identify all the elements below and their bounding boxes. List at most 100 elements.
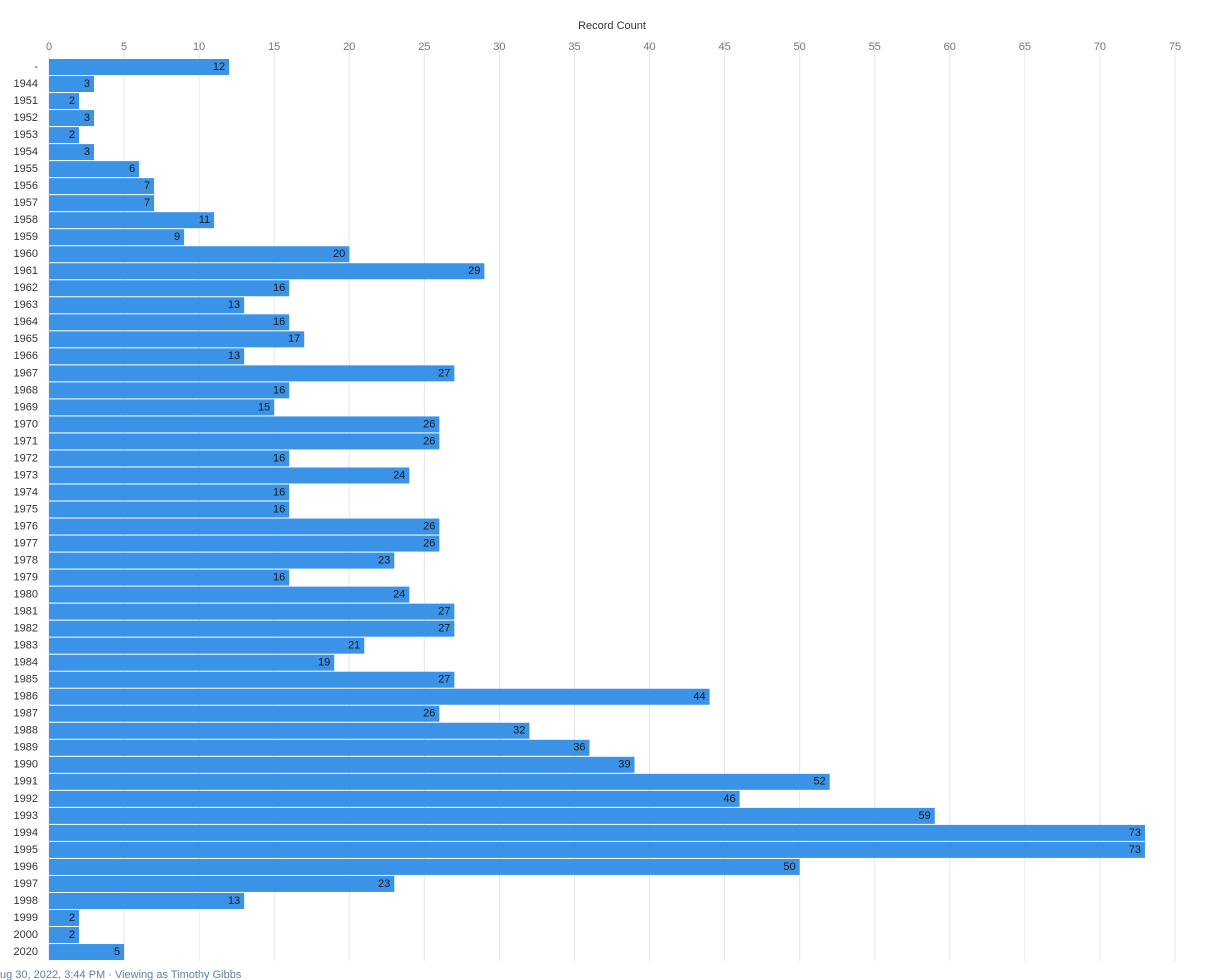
y-tick-label: 1959	[14, 231, 38, 243]
value-label: 12	[213, 61, 225, 73]
x-tick-label: 20	[343, 41, 355, 53]
bar	[49, 144, 95, 161]
value-label: 27	[438, 367, 450, 379]
value-label: 26	[423, 418, 435, 430]
bar	[49, 603, 455, 620]
bar	[49, 824, 1145, 841]
y-tick-label: 1971	[14, 435, 38, 447]
value-label: 29	[468, 265, 480, 277]
bar	[49, 858, 800, 875]
y-tick-label: 1969	[14, 401, 38, 413]
y-tick-label: 1982	[14, 623, 38, 635]
y-tick-label: 1990	[14, 759, 38, 771]
x-tick-label: 70	[1094, 41, 1106, 53]
y-tick-label: 1998	[14, 895, 38, 907]
y-tick-label: 1986	[14, 691, 38, 703]
y-tick-label: 1956	[14, 180, 38, 192]
x-tick-label: 45	[718, 41, 730, 53]
bar	[49, 722, 530, 739]
bar	[49, 518, 440, 535]
y-tick-label: 1996	[14, 861, 38, 873]
y-tick-label: 1957	[14, 197, 38, 209]
value-label: 5	[114, 946, 120, 958]
value-label: 59	[919, 810, 931, 822]
y-tick-label: 1952	[14, 112, 38, 124]
bar	[49, 739, 590, 756]
value-label: 20	[333, 248, 345, 260]
bar	[49, 246, 350, 263]
y-tick-label: 1963	[14, 299, 38, 311]
value-label: 44	[693, 691, 705, 703]
value-label: 16	[273, 572, 285, 584]
value-label: 11	[199, 214, 210, 226]
bar	[49, 790, 740, 807]
y-tick-label: 1984	[14, 657, 38, 669]
value-label: 27	[438, 623, 450, 635]
value-label: 16	[273, 282, 285, 294]
value-label: 23	[378, 554, 390, 566]
y-tick-label: -	[34, 61, 38, 73]
bar	[49, 501, 290, 518]
y-tick-label: 1981	[14, 606, 38, 618]
y-tick-label: 1955	[14, 163, 38, 175]
value-label: 32	[513, 725, 525, 737]
value-label: 3	[84, 112, 90, 124]
y-tick-label: 1976	[14, 520, 38, 532]
x-tick-label: 50	[794, 41, 806, 53]
bar	[49, 59, 230, 75]
bar	[49, 365, 455, 382]
x-tick-label: 40	[643, 41, 655, 53]
bar	[49, 756, 635, 773]
y-tick-label: 1966	[14, 350, 38, 362]
bar	[49, 195, 155, 212]
x-tick-label: 30	[493, 41, 505, 53]
y-tick-label: 1977	[14, 537, 38, 549]
x-tick-label: 5	[121, 41, 127, 53]
bar	[49, 399, 275, 416]
bar	[49, 654, 335, 671]
bar	[49, 161, 140, 178]
bar	[49, 178, 155, 195]
y-tick-label: 1983	[14, 640, 38, 652]
bar	[49, 110, 95, 127]
y-tick-label: 1985	[14, 674, 38, 686]
value-label: 17	[288, 333, 300, 345]
y-tick-label: 1962	[14, 282, 38, 294]
value-label: 39	[618, 759, 630, 771]
value-label: 2	[69, 95, 75, 107]
y-tick-label: 1989	[14, 742, 38, 754]
y-tick-label: 1987	[14, 708, 38, 720]
bar	[49, 382, 290, 399]
footer: ug 30, 2022, 3:44 PM · Viewing as Timoth…	[0, 969, 242, 980]
y-tick-label: 1961	[14, 265, 38, 277]
bar	[49, 569, 290, 586]
y-tick-label: 1975	[14, 503, 38, 515]
value-label: 9	[174, 231, 180, 243]
value-label: 3	[84, 78, 90, 90]
bar	[49, 76, 95, 93]
bar	[49, 280, 290, 297]
bar	[49, 467, 410, 484]
bar	[49, 263, 485, 280]
y-tick-label: 1954	[14, 146, 38, 158]
value-label: 26	[423, 435, 435, 447]
value-label: 73	[1129, 844, 1141, 856]
x-tick-label: 15	[268, 41, 280, 53]
y-tick-label: 2020	[14, 946, 38, 958]
value-label: 2	[69, 129, 75, 141]
y-tick-label: 1995	[14, 844, 38, 856]
value-label: 50	[783, 861, 795, 873]
value-label: 26	[423, 537, 435, 549]
bar	[49, 416, 440, 433]
value-label: 16	[273, 384, 285, 396]
value-label: 6	[129, 163, 135, 175]
value-label: 16	[273, 452, 285, 464]
y-tick-label: 1953	[14, 129, 38, 141]
value-label: 27	[438, 674, 450, 686]
value-label: 52	[813, 776, 825, 788]
y-tick-label: 1968	[14, 384, 38, 396]
bar	[49, 944, 125, 961]
bar	[49, 671, 455, 688]
value-label: 16	[273, 316, 285, 328]
